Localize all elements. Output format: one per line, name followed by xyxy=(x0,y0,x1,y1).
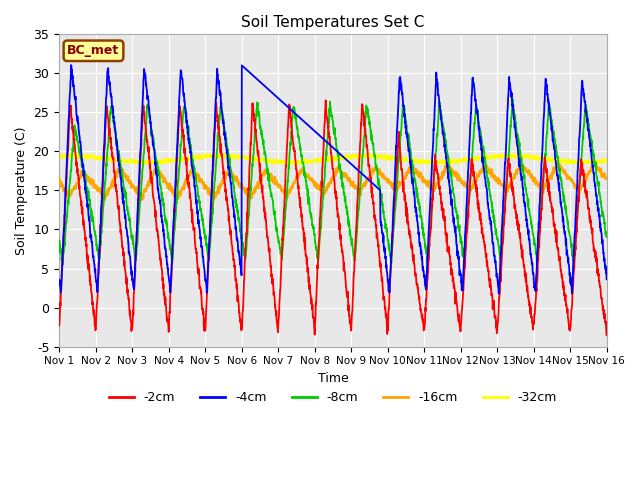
Text: BC_met: BC_met xyxy=(67,44,120,57)
Legend: -2cm, -4cm, -8cm, -16cm, -32cm: -2cm, -4cm, -8cm, -16cm, -32cm xyxy=(104,386,562,409)
X-axis label: Time: Time xyxy=(317,372,348,385)
Y-axis label: Soil Temperature (C): Soil Temperature (C) xyxy=(15,126,28,254)
Title: Soil Temperatures Set C: Soil Temperatures Set C xyxy=(241,15,424,30)
